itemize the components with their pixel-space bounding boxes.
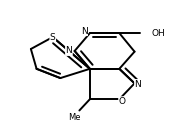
Text: N: N bbox=[66, 46, 72, 55]
Text: N: N bbox=[135, 80, 141, 89]
Text: Me: Me bbox=[68, 113, 81, 122]
Text: S: S bbox=[50, 33, 56, 42]
Text: O: O bbox=[119, 97, 126, 106]
Text: N: N bbox=[81, 27, 87, 36]
Text: OH: OH bbox=[152, 29, 165, 38]
